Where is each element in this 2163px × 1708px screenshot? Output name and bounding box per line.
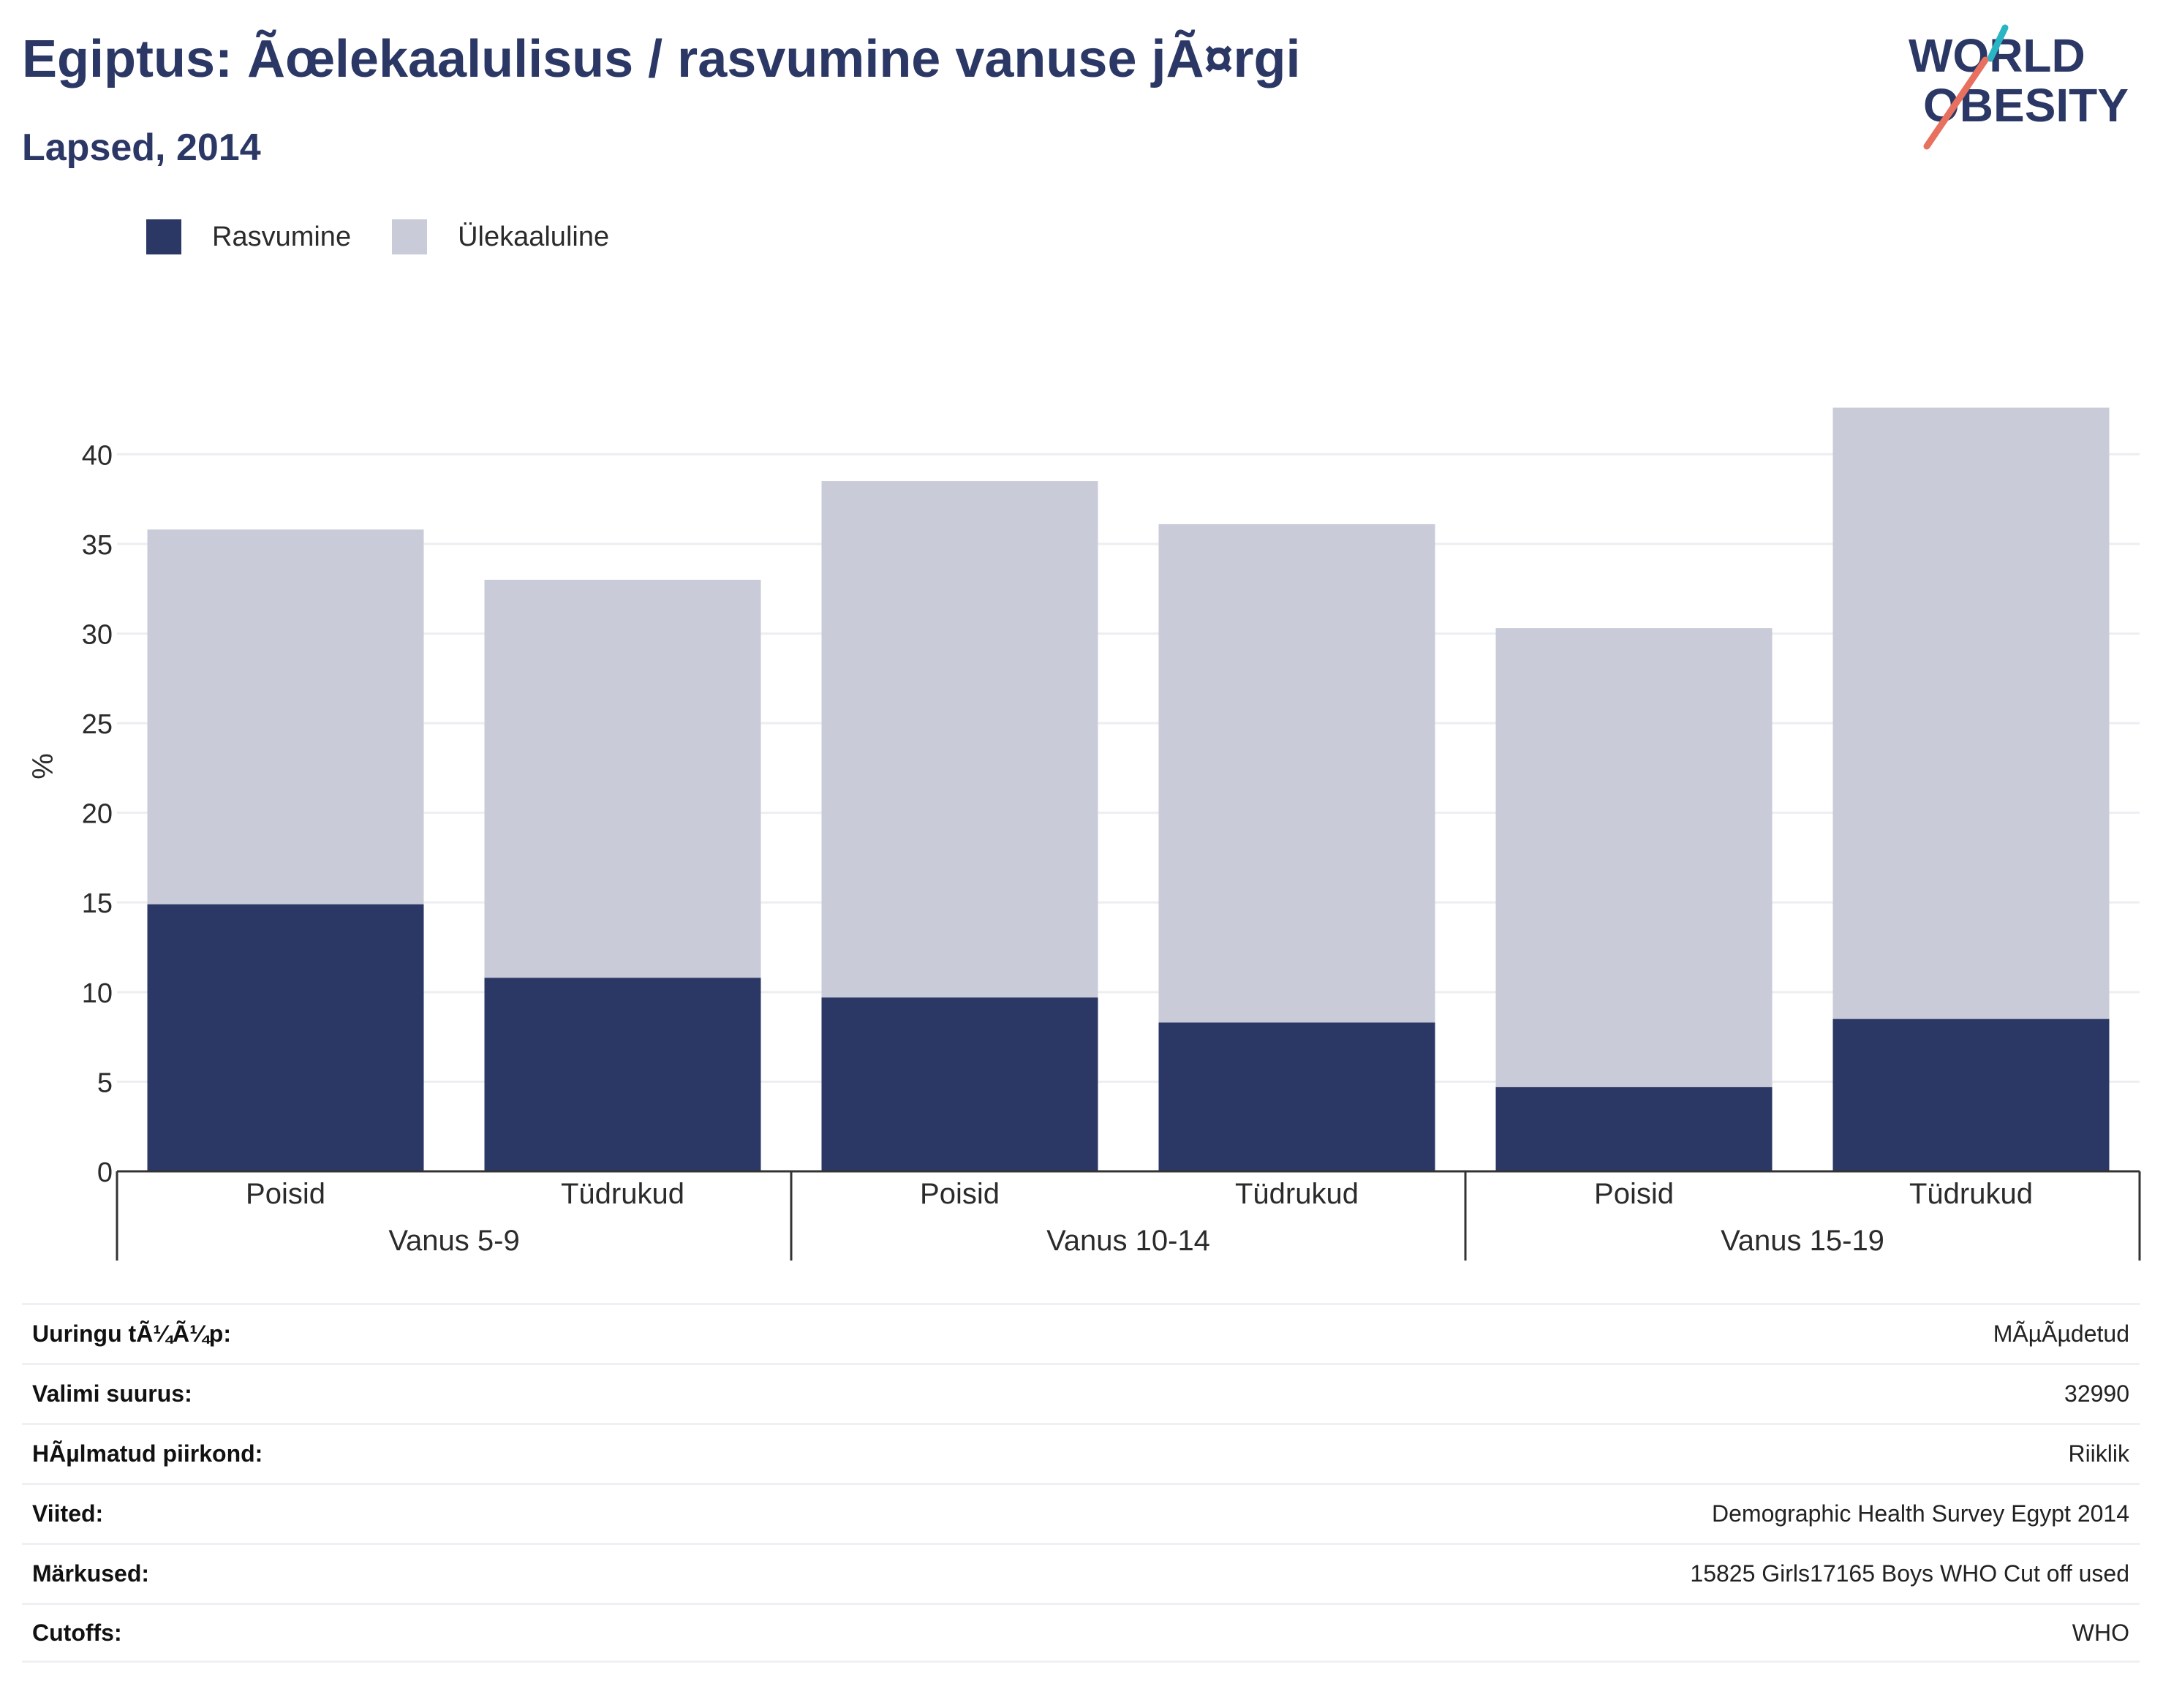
y-tick-label: 20 [82,799,113,830]
bar-rasvumine [1495,1087,1773,1171]
info-value: Demographic Health Survey Egypt 2014 [1712,1500,2129,1527]
bar-rasvumine [1158,1022,1435,1171]
info-row-survey-type: Uuringu tÃ¼Ã¼p: MÃµÃµdetud [22,1303,2140,1363]
y-tick-label: 0 [97,1157,113,1188]
bar-ulekaaluline [1832,407,2110,1019]
bar-ulekaaluline [821,481,1098,998]
y-axis-label: % [27,753,59,779]
info-label: HÃµlmatud piirkond: [32,1440,263,1467]
bar-ulekaaluline [484,579,761,978]
x-category-label: Tüdrukud [1235,1178,1359,1210]
x-category-label: Poisid [246,1178,325,1210]
legend-label-ulekaaluline: Ülekaaluline [458,221,610,252]
x-group-label: Vanus 5-9 [388,1225,519,1257]
x-group-label: Vanus 15-19 [1721,1225,1884,1257]
survey-info-table: Uuringu tÃ¼Ã¼p: MÃµÃµdetud Valimi suurus… [22,1303,2140,1663]
bar-rasvumine [821,997,1098,1171]
bar-ulekaaluline [1495,628,1773,1087]
y-tick-label: 5 [97,1068,113,1098]
legend-swatch-rasvumine [146,219,181,254]
y-tick-label: 15 [82,888,113,919]
info-label: Cutoffs: [32,1619,122,1646]
logo-slash-teal [1987,24,2009,62]
chart-subtitle: Lapsed, 2014 [22,126,261,169]
info-row-cutoffs: Cutoffs: WHO [22,1603,2140,1663]
y-tick-label: 10 [82,978,113,1009]
legend-swatch-ulekaaluline [392,219,428,254]
info-value: 32990 [2064,1380,2129,1407]
info-row-sample-size: Valimi suurus: 32990 [22,1363,2140,1423]
x-category-label: Tüdrukud [561,1178,684,1210]
legend-label-rasvumine: Rasvumine [212,221,352,252]
info-row-references: Viited: Demographic Health Survey Egypt … [22,1483,2140,1543]
logo-slash-coral [1923,56,1989,150]
info-label: Märkused: [32,1560,150,1587]
y-tick-label: 30 [82,619,113,650]
y-tick-label: 35 [82,530,113,561]
info-row-coverage: HÃµlmatud piirkond: Riiklik [22,1423,2140,1483]
bar-rasvumine [147,904,424,1171]
info-value: MÃµÃµdetud [1993,1320,2129,1347]
info-value: WHO [2072,1619,2129,1646]
info-row-notes: Märkused: 15825 Girls17165 Boys WHO Cut … [22,1543,2140,1603]
y-tick-label: 40 [82,440,113,471]
bar-rasvumine [1832,1019,2110,1171]
world-obesity-logo: WORLD OBESITY [1909,24,2129,150]
legend-item-ulekaaluline[interactable]: Ülekaaluline [392,219,609,254]
bar-ulekaaluline [1158,524,1435,1023]
x-category-label: Tüdrukud [1909,1178,2033,1210]
info-value: Riiklik [2068,1440,2129,1467]
bar-ulekaaluline [147,529,424,904]
stacked-bar-chart: 0 5 10 15 20 25 30 35 40% Poisid Tüdrukud Poisid Tüd… [27,407,2141,1261]
x-category-label: Poisid [920,1178,1000,1210]
x-group-label: Vanus 10-14 [1046,1225,1210,1257]
info-label: Viited: [32,1500,104,1527]
info-label: Uuringu tÃ¼Ã¼p: [32,1320,231,1347]
legend-item-rasvumine[interactable]: Rasvumine [146,219,351,254]
y-tick-label: 25 [82,709,113,740]
info-value: 15825 Girls17165 Boys WHO Cut off used [1690,1560,2129,1587]
bar-rasvumine [484,978,761,1171]
chart-legend: Rasvumine Ülekaaluline [146,216,650,257]
info-label: Valimi suurus: [32,1380,192,1407]
x-category-label: Poisid [1594,1178,1674,1210]
chart-title: Egiptus: Ãœlekaalulisus / rasvumine vanu… [22,30,1301,88]
